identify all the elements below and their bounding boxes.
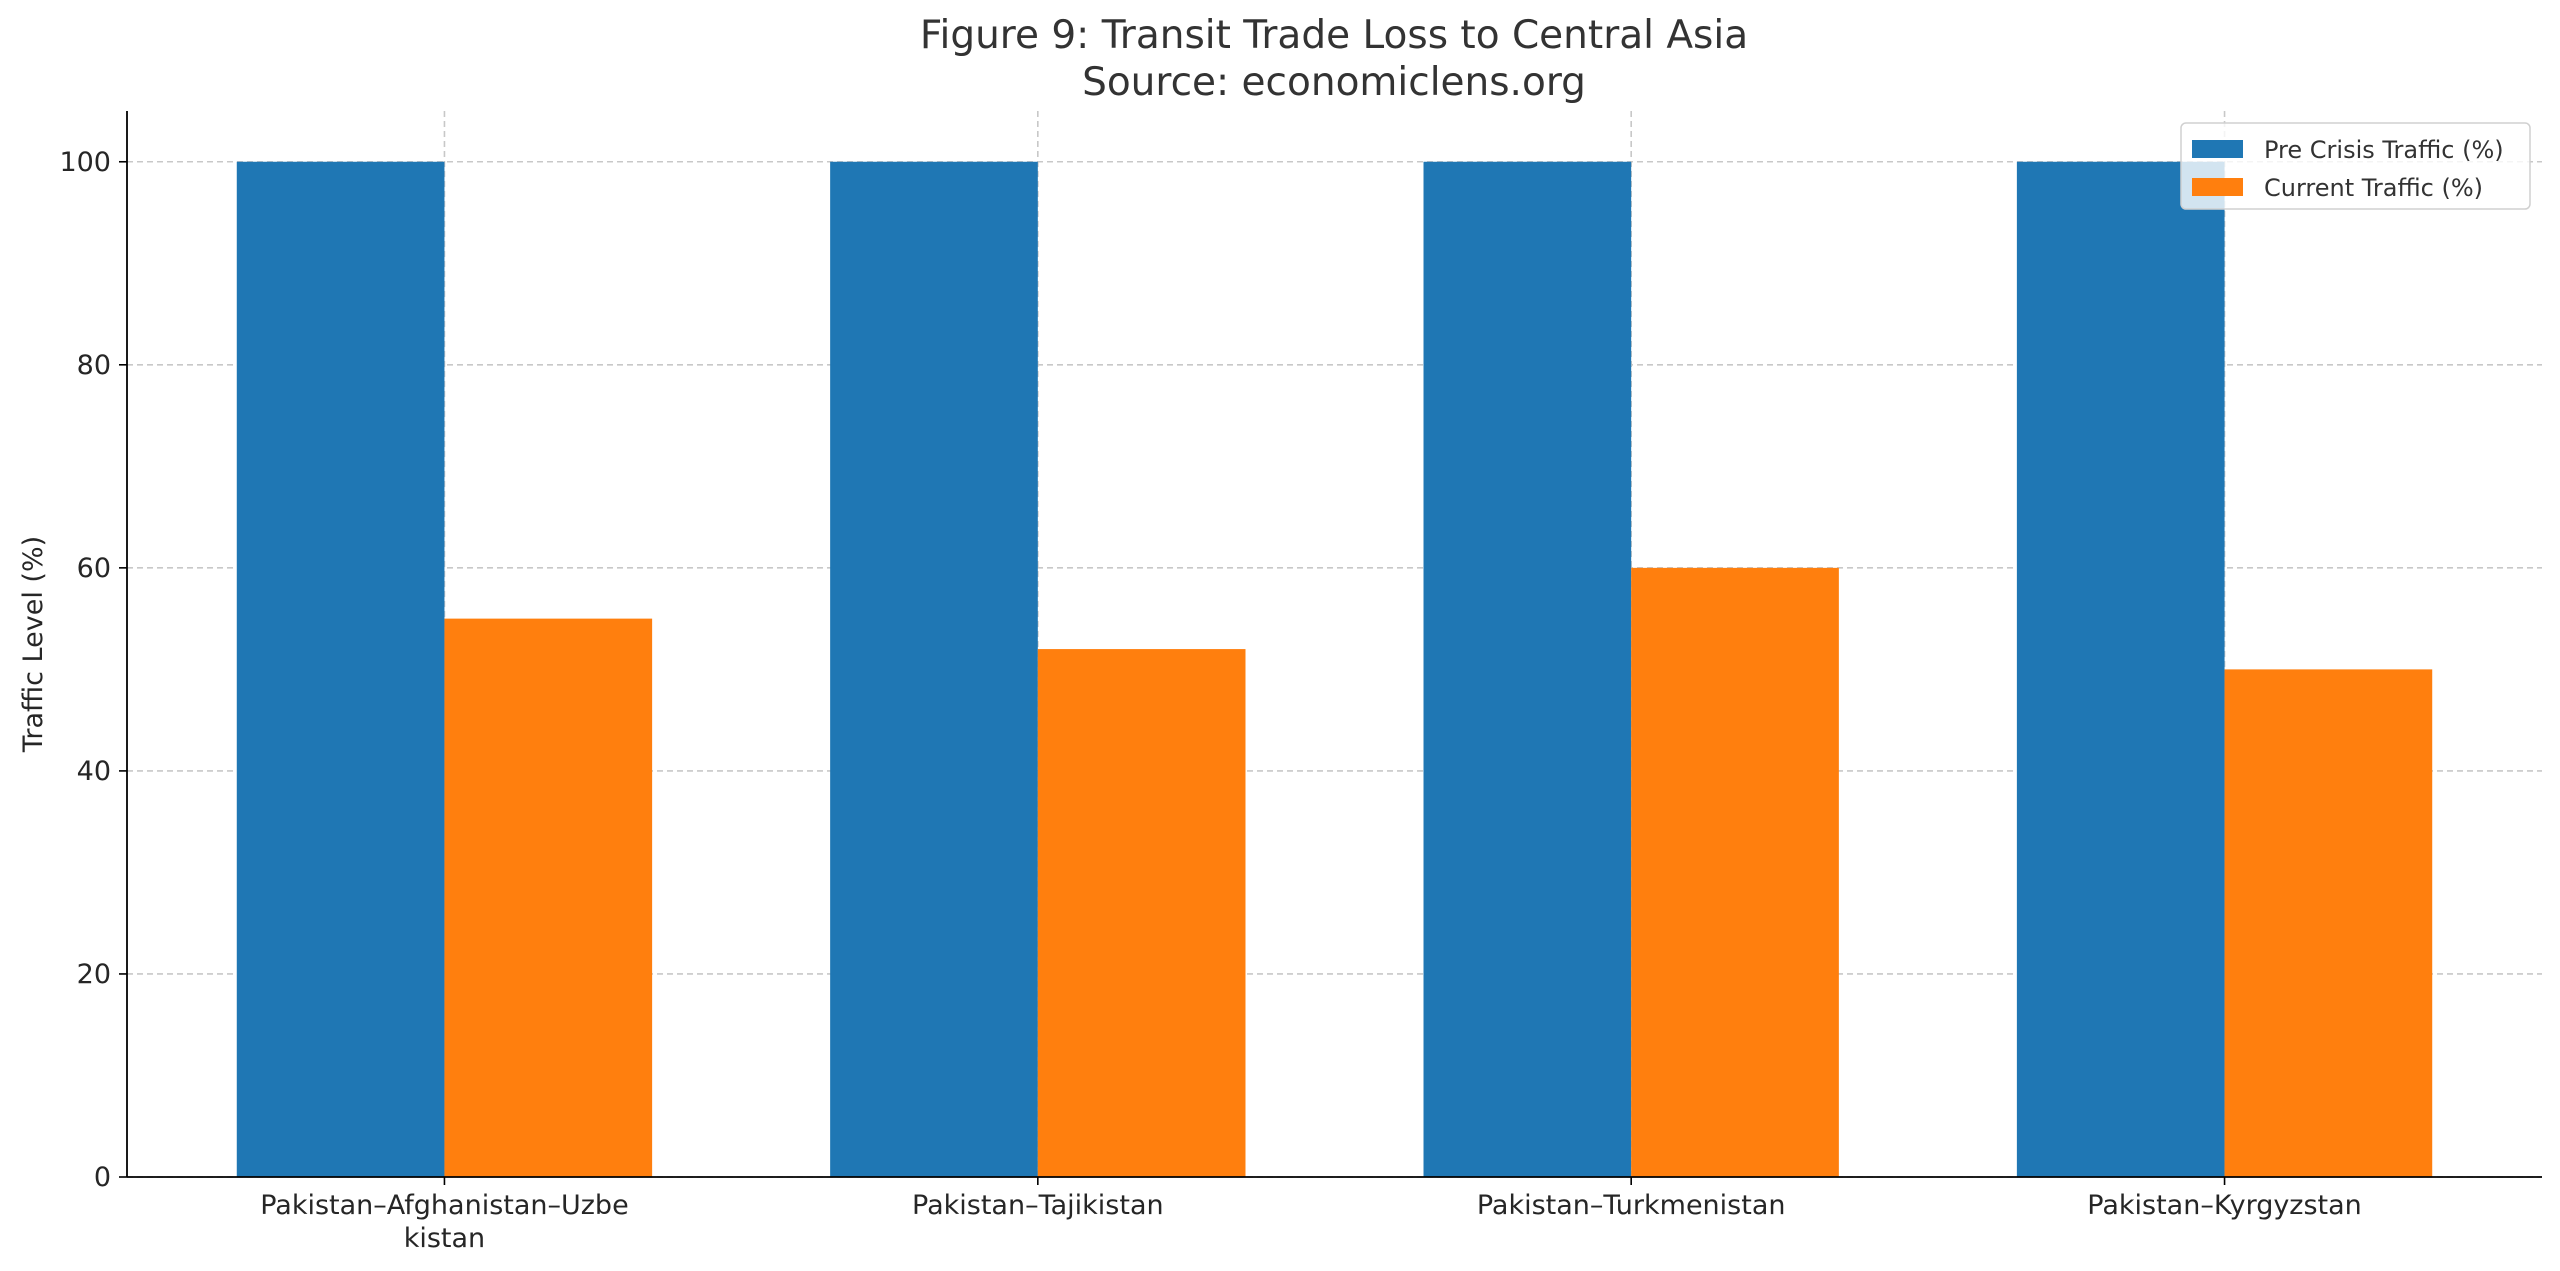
legend-box <box>2180 122 2531 210</box>
legend-label: Pre Crisis Traffic (%) <box>2264 136 2504 164</box>
bar-current-1 <box>1037 649 1246 1177</box>
chart-title: Figure 9: Transit Trade Loss to Central … <box>920 13 1748 58</box>
legend: Pre Crisis Traffic (%) Current Traffic (%… <box>2180 122 2531 210</box>
legend-label: Current Traffic (%) <box>2264 174 2483 202</box>
bar-pre-crisis-0 <box>236 161 445 1177</box>
bar-current-2 <box>1631 567 1839 1177</box>
bar-pre-crisis-1 <box>830 161 1038 1177</box>
y-tick-label: 100 <box>59 147 111 178</box>
x-tick-label: kistan <box>404 1223 485 1254</box>
x-tick-label: Pakistan–Kyrgyzstan <box>2087 1190 2362 1221</box>
y-tick-label: 0 <box>94 1162 111 1193</box>
x-tick-label: Pakistan–Turkmenistan <box>1477 1190 1786 1221</box>
x-tick-label: Pakistan–Afghanistan–Uzbe <box>260 1190 628 1221</box>
legend-swatch <box>2192 140 2243 158</box>
bar-pre-crisis-3 <box>2016 161 2225 1177</box>
y-tick-label: 60 <box>77 553 111 584</box>
y-axis-label: Traffic Level (%) <box>18 536 49 753</box>
y-tick-label: 20 <box>77 959 111 990</box>
chart-subtitle: Source: economiclens.org <box>1082 60 1586 105</box>
bar-current-3 <box>2224 669 2433 1177</box>
y-tick-label: 80 <box>77 350 111 381</box>
bar-pre-crisis-2 <box>1423 161 1632 1177</box>
y-tick-label: 40 <box>77 756 111 787</box>
x-tick-label: Pakistan–Tajikistan <box>912 1190 1164 1221</box>
bar-current-0 <box>444 618 653 1177</box>
legend-swatch <box>2192 178 2243 196</box>
